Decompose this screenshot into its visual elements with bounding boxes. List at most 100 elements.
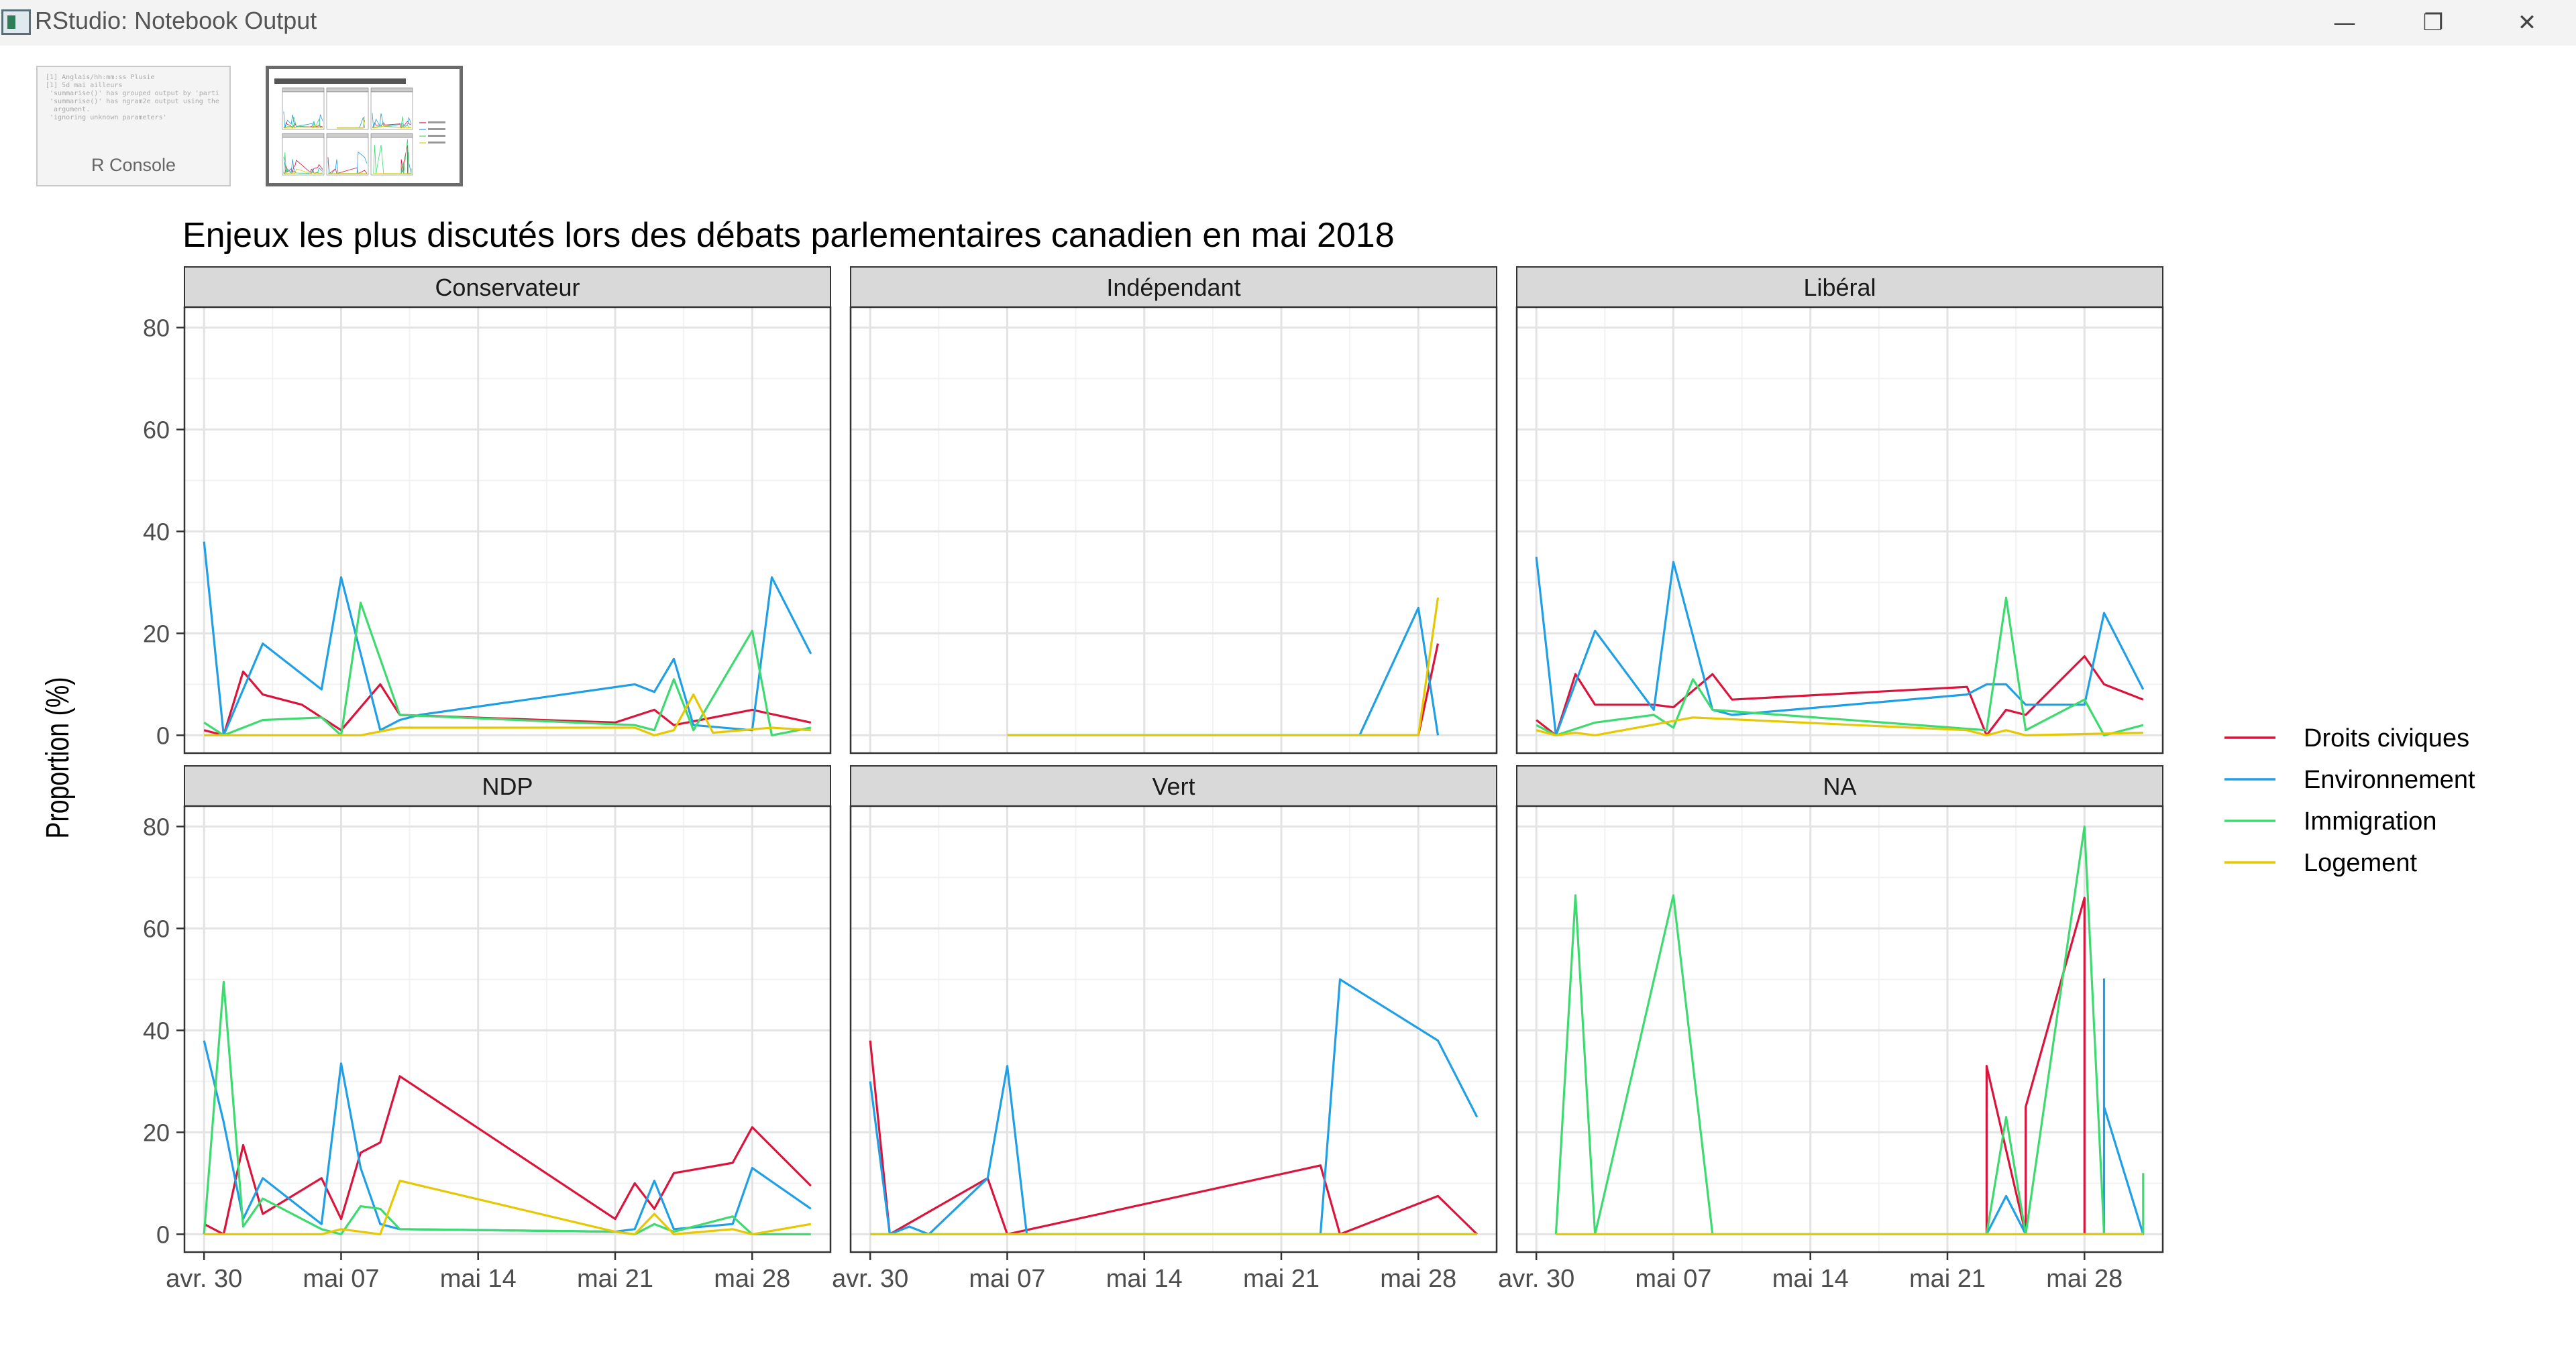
series-line-immigration: [1536, 596, 2144, 737]
x-tick-label: mai 07: [1635, 1265, 1711, 1293]
panel-border: [849, 805, 1498, 1253]
x-tick-label: mai 21: [1909, 1265, 1986, 1293]
facet-strip-label: Vert: [1152, 773, 1195, 800]
thumbnail-panel: [282, 137, 325, 176]
panel-background: [184, 806, 830, 1252]
plot-thumbnail[interactable]: [266, 66, 463, 186]
series-line-logement: [204, 1179, 812, 1236]
thumbnail-chart-preview: [274, 78, 445, 176]
facet-panel-indépendant: Indépendant: [849, 266, 1498, 754]
legend-label: Droits civiques: [2304, 724, 2469, 752]
thumbnail-series: [372, 116, 412, 129]
series-line-droits-civiques: [869, 1040, 1478, 1236]
panel-border: [1515, 306, 2164, 754]
y-tick-label: 80: [143, 314, 170, 341]
x-tick-label: mai 21: [577, 1265, 653, 1293]
facet-strip: [1516, 266, 2163, 308]
panel-border: [1515, 805, 2164, 1253]
y-tick-label: 0: [156, 1221, 170, 1248]
thumbnail-series: [372, 121, 412, 129]
restore-button[interactable]: ❐: [2422, 9, 2444, 36]
panel-background: [1517, 806, 2163, 1252]
rstudio-app-icon: [1, 9, 31, 35]
series-line-logement: [1536, 716, 2143, 737]
facet-strip-label: Indépendant: [1106, 274, 1240, 301]
x-tick-label: mai 07: [303, 1265, 379, 1293]
facet-panel-vert: Vert avr. 30 mai 07 mai 14 mai 21 mai 28: [832, 765, 1498, 1293]
thumbnail-legend-text: [428, 135, 445, 137]
thumbnail-series: [283, 160, 323, 174]
facet-panel-ndp: NDP 0 20 40 60 80 avr. 30 mai 07 mai 14 mai 21 mai…: [143, 765, 832, 1293]
y-tick-label: 0: [156, 722, 170, 749]
r-console-label: R Console: [91, 155, 176, 175]
thumbnail-legend-text: [428, 128, 445, 130]
y-tick-label: 20: [143, 620, 170, 647]
panel-background: [1517, 307, 2163, 753]
x-tick-label: mai 07: [969, 1265, 1045, 1293]
facet-strip: [184, 765, 831, 807]
y-tick-label: 60: [143, 416, 170, 443]
thumbnail-legend-text: [428, 121, 445, 123]
series-line-environnement: [869, 978, 1479, 1236]
y-tick-label: 40: [143, 1017, 170, 1044]
x-tick-label: avr. 30: [832, 1265, 908, 1293]
thumbnail-series: [283, 123, 323, 129]
y-tick-label: 20: [143, 1119, 170, 1146]
legend: Droits civiques Environnement Immigration L…: [2224, 724, 2475, 877]
facet-panel-libéral: Libéral: [1515, 266, 2164, 754]
x-tick-label: mai 21: [1243, 1265, 1320, 1293]
legend-label: Logement: [2304, 849, 2417, 877]
x-tick-label: mai 14: [440, 1265, 517, 1293]
thumbnail-series: [337, 116, 365, 129]
series-line-droits-civiques: [203, 1075, 812, 1236]
panel-background: [184, 307, 830, 753]
y-tick-label: 60: [143, 915, 170, 942]
panel-border: [849, 306, 1498, 754]
window-titlebar: RStudio: Notebook Output — ❐ ✕: [0, 0, 2576, 46]
thumbnail-series: [283, 168, 323, 174]
facet-strip-label: Conservateur: [435, 274, 580, 301]
facet-strip: [184, 266, 831, 308]
r-console-thumbnail[interactable]: [1] Anglais/hh:mm:ss Plusie [1] 5d mai a…: [36, 66, 231, 186]
series-line-logement: [204, 693, 811, 737]
thumbnail-panel: [326, 137, 369, 176]
x-tick-label: avr. 30: [166, 1265, 242, 1293]
plot-thumbnail-preview: [274, 78, 445, 176]
thumbnail-series: [283, 116, 323, 129]
panel-background: [851, 307, 1497, 753]
window-title: RStudio: Notebook Output: [35, 7, 317, 34]
chart-title: Enjeux les plus discutés lors des débats…: [182, 216, 1395, 255]
panel-border: [183, 805, 832, 1253]
thumbnail-series: [327, 152, 368, 174]
legend-label: Immigration: [2304, 807, 2437, 836]
thumbnail-title-bar: [274, 78, 406, 84]
thumbnail-legend-text: [428, 142, 445, 144]
facet-strip: [850, 266, 1497, 308]
series-line-immigration: [203, 980, 811, 1236]
y-tick-label: 40: [143, 518, 170, 545]
legend-label: Environnement: [2304, 766, 2475, 794]
close-button[interactable]: ✕: [2517, 9, 2537, 36]
facet-panel-conservateur: Conservateur 0 20 40 60 80: [143, 266, 832, 754]
x-tick-label: mai 14: [1106, 1265, 1183, 1293]
facet-strip-label: NDP: [482, 773, 533, 800]
facet-strip: [850, 765, 1497, 807]
series-line-droits-civiques: [1536, 655, 2144, 737]
y-tick-label: 80: [143, 813, 170, 840]
facet-strip-label: NA: [1823, 773, 1856, 800]
panel-border: [183, 306, 832, 754]
series-line-logement: [1007, 597, 1440, 737]
x-tick-label: mai 28: [1380, 1265, 1456, 1293]
facet-strip-label: Libéral: [1803, 274, 1876, 301]
minimize-button[interactable]: —: [2333, 9, 2356, 36]
x-tick-label: mai 28: [2046, 1265, 2123, 1293]
series-line-immigration: [203, 602, 812, 737]
console-preview-text: [1] Anglais/hh:mm:ss Plusie [1] 5d mai a…: [46, 74, 220, 121]
thumbnail-series: [372, 126, 412, 129]
x-tick-label: mai 14: [1772, 1265, 1849, 1293]
series-line-environnement: [203, 1040, 812, 1233]
series-line-droits-civiques: [203, 670, 812, 737]
y-axis-label: Proportion (%): [40, 677, 76, 838]
x-tick-label: avr. 30: [1498, 1265, 1574, 1293]
